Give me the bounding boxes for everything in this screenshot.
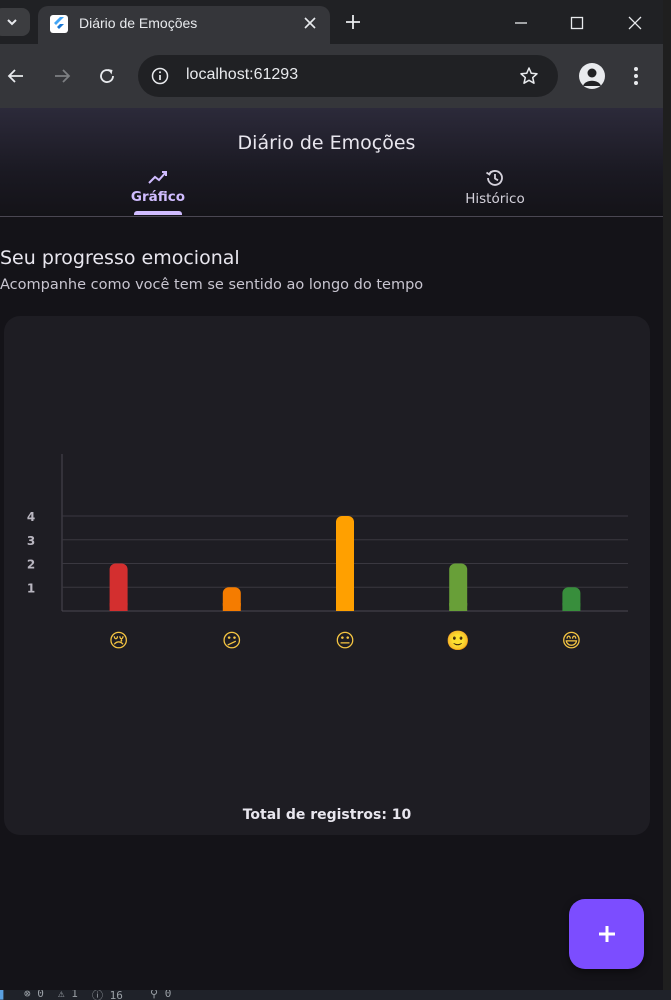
- browser-tab[interactable]: Diário de Emoções: [38, 6, 330, 44]
- warning-count: 1: [71, 990, 78, 1000]
- window-close-icon[interactable]: [624, 12, 646, 34]
- remote-indicator[interactable]: ▌: [0, 990, 7, 1000]
- ports-indicator[interactable]: ⚲ 0: [150, 990, 171, 1000]
- minimize-icon[interactable]: [510, 12, 532, 34]
- editor-status-bar: ▌ ⊗ 0 ⚠ 1 ⓘ 16 ⚲ 0: [0, 990, 671, 1000]
- flutter-favicon-icon: [50, 15, 68, 33]
- bar-base: [449, 603, 468, 611]
- background-editor-peek: [663, 0, 671, 990]
- bar-base: [336, 603, 354, 611]
- emoji-icon: 😢: [109, 630, 129, 652]
- y-tick-label: 1: [27, 581, 35, 595]
- total-records: Total de registros: 10: [242, 807, 412, 823]
- emoji-icon: 😕: [222, 630, 242, 652]
- app-viewport: Diário de Emoções Gráfico Histórico Seu …: [0, 108, 663, 990]
- tab-title: Diário de Emoções: [79, 15, 198, 31]
- emoji-icon: 🙂: [446, 630, 470, 652]
- plus-icon: [598, 926, 615, 942]
- tab-close-icon[interactable]: [300, 13, 320, 33]
- tab-grafico-label: Gráfico: [130, 189, 186, 205]
- bar-base: [222, 603, 241, 611]
- infos-indicator[interactable]: ⓘ 16: [92, 990, 123, 1000]
- maximize-icon[interactable]: [566, 12, 588, 34]
- warnings-indicator[interactable]: ⚠ 1: [58, 990, 78, 1000]
- section-title: Seu progresso emocional: [0, 247, 240, 269]
- forward-arrow-icon[interactable]: [50, 64, 74, 88]
- y-tick-label: 4: [27, 510, 35, 524]
- browser-menu-icon[interactable]: [626, 64, 646, 88]
- ports-count: 0: [164, 990, 172, 1000]
- tab-grafico[interactable]: Gráfico: [68, 168, 248, 216]
- emoji-icon: 😐: [335, 630, 355, 652]
- bar: [109, 563, 128, 611]
- history-icon: [485, 170, 503, 186]
- y-tick-label: 3: [27, 534, 35, 548]
- tab-search-button[interactable]: [0, 8, 30, 36]
- back-arrow-icon[interactable]: [4, 64, 28, 88]
- chevron-down-icon: [7, 19, 17, 26]
- url-text[interactable]: localhost:61293: [186, 66, 299, 83]
- trending-up-icon: [148, 171, 167, 184]
- app-bar: Diário de Emoções Gráfico Histórico: [0, 108, 663, 217]
- reload-icon[interactable]: [95, 64, 119, 88]
- info-count: 16: [109, 990, 123, 1000]
- tab-strip: Diário de Emoções: [0, 0, 663, 44]
- bar: [449, 563, 468, 611]
- emoji-icon: 😄: [561, 630, 581, 652]
- errors-indicator[interactable]: ⊗ 0: [24, 990, 44, 1000]
- new-tab-icon[interactable]: [343, 12, 363, 32]
- bar-base: [562, 603, 581, 611]
- y-tick-label: 2: [27, 558, 35, 572]
- tab-historico-label: Histórico: [465, 191, 525, 207]
- tab-indicator: [134, 211, 182, 215]
- browser-toolbar: localhost:61293: [0, 44, 663, 108]
- error-count: 0: [37, 990, 44, 1000]
- bookmark-star-icon[interactable]: [518, 65, 540, 87]
- tab-historico[interactable]: Histórico: [405, 168, 585, 216]
- site-info-icon[interactable]: [150, 66, 170, 86]
- bar-base: [109, 603, 128, 611]
- add-entry-button[interactable]: [569, 899, 644, 969]
- browser-window: Diário de Emoções: [0, 0, 664, 990]
- bar: [336, 516, 354, 611]
- page-title: Diário de Emoções: [237, 132, 416, 154]
- address-bar[interactable]: localhost:61293: [138, 55, 558, 97]
- profile-avatar-icon[interactable]: [579, 63, 605, 89]
- section-subtitle: Acompanhe como você tem se sentido ao lo…: [0, 277, 424, 293]
